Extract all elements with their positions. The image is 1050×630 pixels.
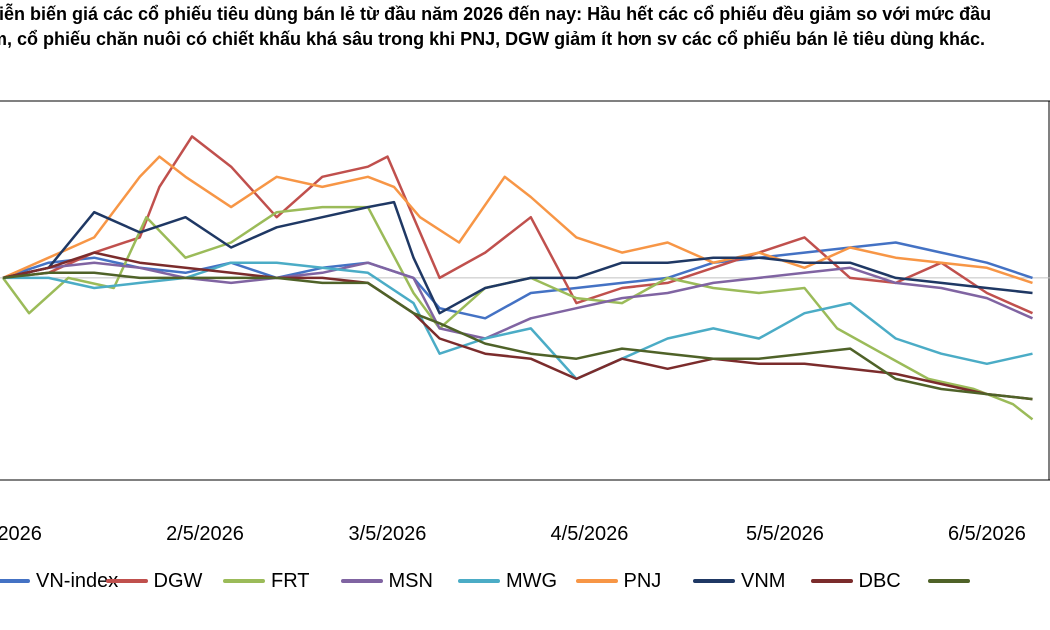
x-tick-label: 1/5/2026 (0, 523, 42, 545)
x-tick-label: 3/5/2026 (349, 523, 427, 545)
legend-swatch (223, 579, 265, 583)
title-line-2: năm, cổ phiếu chăn nuôi có chiết khấu kh… (0, 29, 985, 49)
x-tick-label: 5/5/2026 (746, 523, 824, 545)
legend-swatch (810, 579, 853, 583)
legend-label: DBC (858, 570, 901, 592)
legend-label: PNJ (623, 570, 662, 592)
x-tick-layer: 1/5/2026 2/5/2026 3/5/2026 4/5/2026 5/5/2026… (0, 523, 1026, 545)
series-line-frt (1, 205, 1034, 421)
legend-label: MWG (506, 570, 558, 592)
x-tick-label: 4/5/2026 (551, 523, 629, 545)
series-line-unnamed-8 (2, 271, 1033, 401)
legend-swatch (458, 579, 500, 583)
series-line-vn-index (2, 241, 1033, 320)
series-layer (1, 135, 1034, 421)
x-tick-label: 2/5/2026 (166, 523, 244, 545)
x-tick-label: 6/5/2026 (948, 523, 1026, 545)
legend-swatch (928, 579, 970, 583)
legend-label: MSN (388, 570, 433, 592)
title-line-1: Diễn biến giá các cổ phiếu tiêu dùng bán… (0, 4, 992, 24)
legend-label: VNM (741, 570, 786, 592)
series-line-msn (2, 261, 1034, 340)
legend-swatch (0, 579, 30, 583)
series-line-dbc (2, 251, 1033, 401)
legend-label: VN-index (36, 570, 119, 592)
series-line-vnm (2, 200, 1033, 315)
series-line-dgw (2, 135, 1034, 315)
legend-swatch (340, 579, 383, 583)
legend-swatch (105, 579, 148, 583)
legend-label: DGW (153, 570, 203, 592)
legend: VN-index DGW FRT MSN MWG PNJ VNM DBC (0, 566, 1050, 596)
legend-swatch (693, 579, 735, 583)
legend-swatch (575, 579, 618, 583)
legend-label: FRT (271, 570, 310, 592)
series-line-pnj (2, 155, 1033, 285)
